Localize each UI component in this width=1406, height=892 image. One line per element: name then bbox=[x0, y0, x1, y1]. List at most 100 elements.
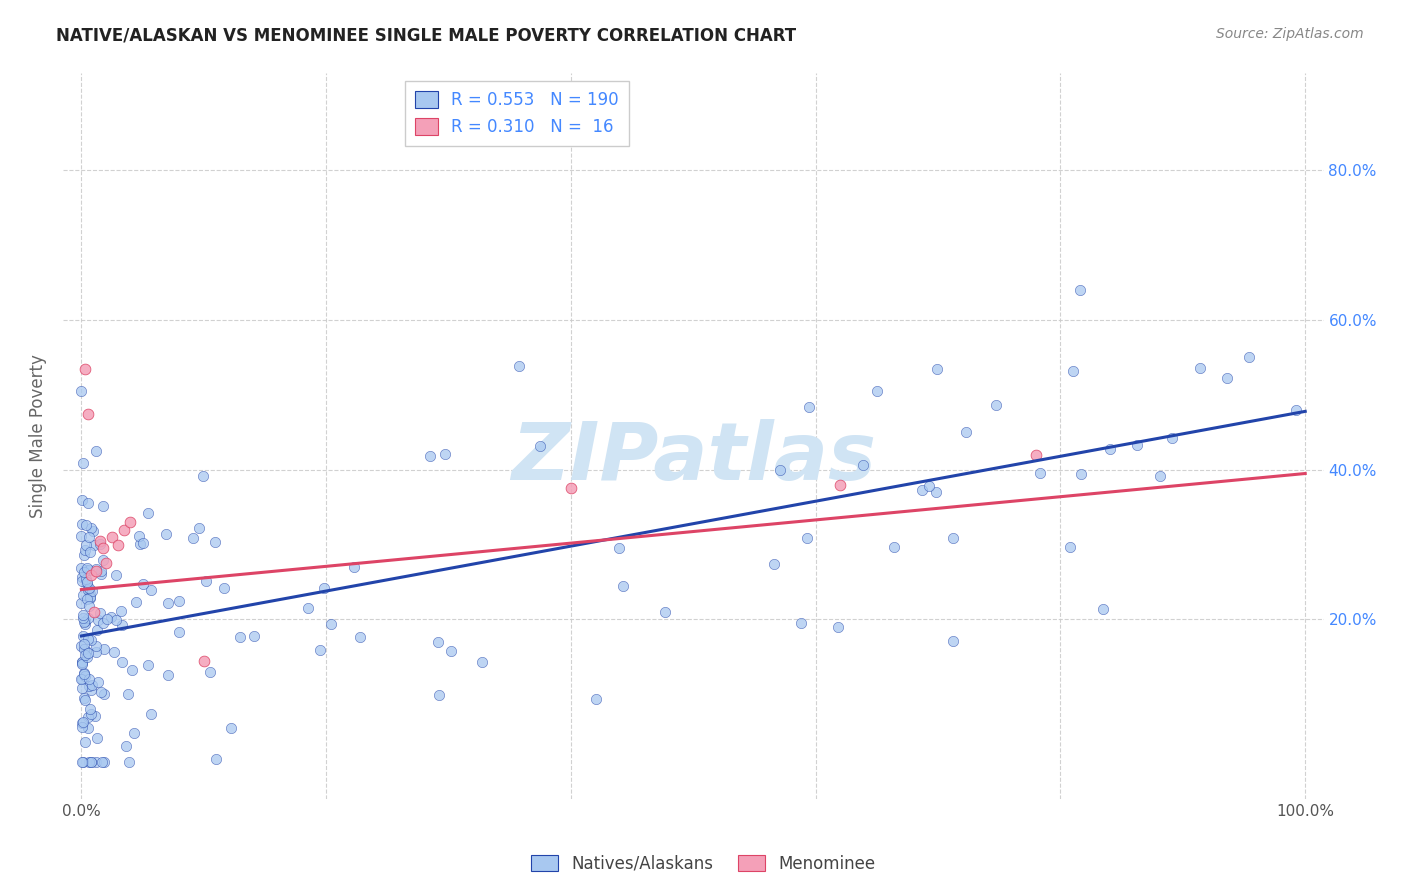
Point bbox=[918, 479, 941, 493]
Point bbox=[924, 485, 946, 500]
Point bbox=[508, 359, 530, 373]
Point bbox=[560, 482, 582, 496]
Point bbox=[91, 499, 114, 513]
Point bbox=[77, 679, 100, 693]
Point bbox=[427, 689, 450, 703]
Point bbox=[139, 707, 162, 722]
Point bbox=[1069, 283, 1091, 297]
Point bbox=[76, 576, 98, 591]
Point bbox=[73, 669, 96, 683]
Point bbox=[73, 548, 96, 562]
Point bbox=[120, 515, 142, 529]
Point bbox=[141, 582, 163, 597]
Point bbox=[89, 537, 111, 551]
Point bbox=[866, 384, 889, 398]
Point bbox=[426, 635, 449, 649]
Point bbox=[1059, 540, 1081, 554]
Point bbox=[73, 615, 96, 630]
Point bbox=[77, 672, 100, 686]
Point bbox=[70, 384, 93, 398]
Point bbox=[76, 561, 98, 575]
Point bbox=[79, 544, 101, 558]
Point bbox=[1070, 467, 1092, 482]
Point bbox=[82, 524, 104, 538]
Point bbox=[93, 541, 115, 556]
Point bbox=[76, 583, 98, 598]
Point bbox=[243, 629, 266, 643]
Point bbox=[90, 564, 112, 578]
Point bbox=[86, 562, 108, 576]
Point bbox=[80, 567, 103, 582]
Point bbox=[72, 657, 94, 671]
Point bbox=[193, 654, 215, 668]
Point bbox=[1189, 360, 1212, 375]
Point bbox=[204, 535, 226, 549]
Point bbox=[118, 755, 141, 769]
Point bbox=[90, 755, 112, 769]
Point bbox=[1239, 350, 1261, 364]
Point bbox=[349, 630, 371, 644]
Point bbox=[90, 566, 112, 581]
Point bbox=[91, 553, 114, 567]
Point bbox=[93, 642, 115, 657]
Point bbox=[1160, 431, 1182, 445]
Point bbox=[80, 707, 103, 722]
Text: Source: ZipAtlas.com: Source: ZipAtlas.com bbox=[1216, 27, 1364, 41]
Point bbox=[70, 716, 93, 731]
Point bbox=[181, 531, 204, 545]
Point bbox=[72, 629, 94, 643]
Point bbox=[984, 398, 1007, 412]
Point bbox=[529, 439, 551, 453]
Point bbox=[132, 576, 155, 591]
Point bbox=[942, 634, 965, 648]
Point bbox=[72, 588, 94, 602]
Point bbox=[70, 655, 93, 669]
Y-axis label: Single Male Poverty: Single Male Poverty bbox=[30, 354, 46, 518]
Point bbox=[156, 596, 179, 610]
Point bbox=[75, 538, 97, 552]
Point bbox=[585, 692, 607, 706]
Point bbox=[75, 644, 97, 658]
Point bbox=[77, 599, 100, 614]
Point bbox=[830, 477, 852, 491]
Point bbox=[1025, 448, 1047, 462]
Point bbox=[1216, 370, 1239, 384]
Point bbox=[89, 606, 111, 620]
Point bbox=[112, 523, 135, 537]
Point bbox=[297, 601, 319, 615]
Point bbox=[76, 407, 98, 421]
Point bbox=[229, 630, 252, 644]
Point bbox=[1091, 601, 1114, 615]
Point bbox=[121, 663, 143, 677]
Point bbox=[77, 582, 100, 596]
Point bbox=[79, 587, 101, 601]
Point bbox=[80, 678, 103, 692]
Point bbox=[155, 527, 177, 541]
Point bbox=[76, 575, 98, 590]
Point bbox=[70, 570, 93, 584]
Point bbox=[72, 672, 94, 686]
Point bbox=[79, 755, 101, 769]
Point bbox=[883, 540, 905, 554]
Point bbox=[73, 614, 96, 628]
Point bbox=[419, 450, 441, 464]
Point bbox=[94, 557, 117, 571]
Point bbox=[70, 655, 93, 669]
Point bbox=[80, 683, 103, 698]
Point bbox=[73, 690, 96, 705]
Point bbox=[77, 710, 100, 724]
Point bbox=[91, 615, 114, 630]
Point bbox=[70, 672, 93, 686]
Point bbox=[942, 531, 965, 545]
Point bbox=[129, 537, 152, 551]
Point bbox=[77, 646, 100, 660]
Point bbox=[73, 693, 96, 707]
Point bbox=[1062, 364, 1084, 378]
Point bbox=[76, 650, 98, 665]
Point bbox=[93, 688, 115, 702]
Point bbox=[124, 595, 146, 609]
Point bbox=[136, 506, 159, 520]
Point bbox=[83, 538, 105, 552]
Text: ZIPatlas: ZIPatlas bbox=[510, 419, 876, 497]
Point bbox=[70, 639, 93, 653]
